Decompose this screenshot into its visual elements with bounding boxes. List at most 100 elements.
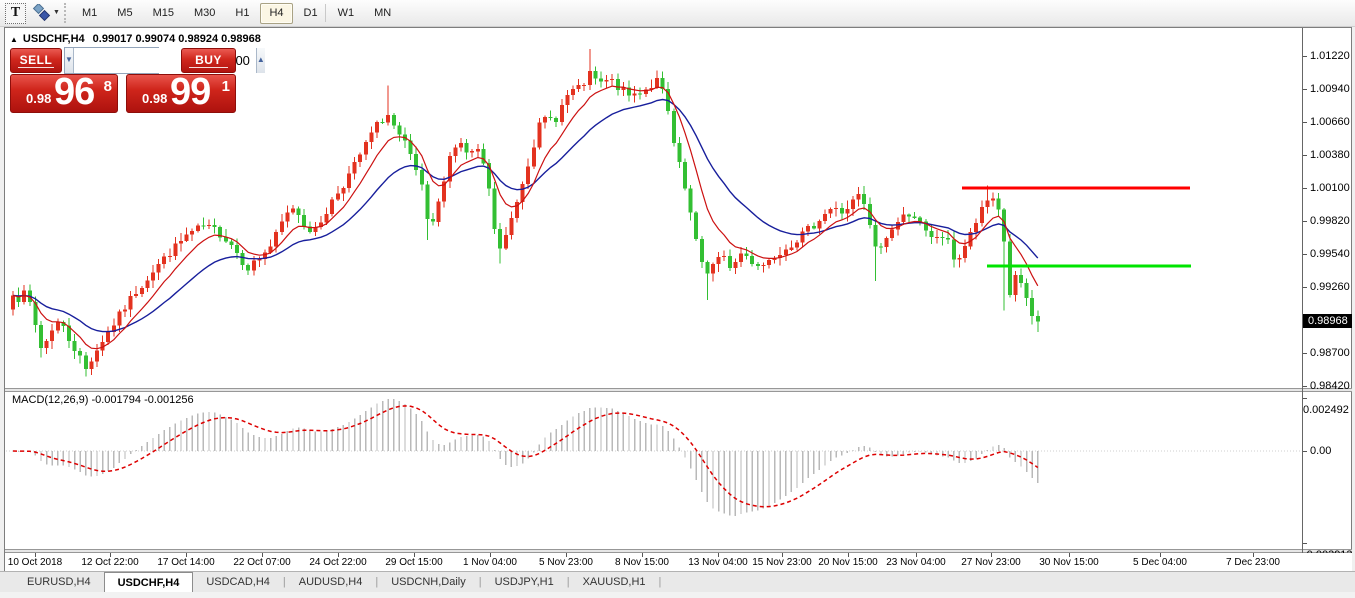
price-tick-label: 1.01220 [1303,50,1350,62]
time-tick [1253,553,1254,557]
time-tick-label: 29 Oct 15:00 [385,557,443,568]
time-tick [642,553,643,557]
timeframe-m15[interactable]: M15 [152,6,174,19]
time-tick [916,553,917,557]
price-tick-label: 0.99540 [1303,248,1350,260]
time-axis[interactable]: 10 Oct 2018 12 Oct 22:00 17 Oct 14:00 22 Oc… [5,553,1352,571]
time-tick-label: 5 Nov 23:00 [539,557,593,568]
tab-separator: | [658,576,662,588]
text-tool-icon[interactable]: T [5,3,26,24]
toolbar-grip[interactable] [64,3,69,23]
time-tick [848,553,849,557]
time-tick-label: 15 Nov 23:00 [752,557,812,568]
chart-tab-usdchf[interactable]: USDCHF,H4 [103,572,194,592]
timeframe-buttons: M1 M5 M15 M30 H1 H4 D1 W1 MN [72,2,401,24]
toolbar-separator [325,4,326,22]
buy-price-sup: 1 [221,78,230,95]
time-tick-label: 27 Nov 23:00 [961,557,1021,568]
pane-separator-bottom[interactable] [5,549,1352,553]
chart-tab-xauusd[interactable]: XAUUSD,H1 [582,576,646,588]
pane-separator-top[interactable] [5,388,1352,392]
time-tick-label: 23 Nov 04:00 [886,557,946,568]
volume-increase-icon[interactable]: ▲ [255,48,265,73]
time-tick [338,553,339,557]
macd-axis[interactable]: 0.002492 0.00 -0.003913 [1303,392,1353,561]
time-tick-label: 22 Oct 07:00 [233,557,291,568]
chart-tab-usdjpy[interactable]: USDJPY,H1 [494,576,554,588]
time-tick-label: 7 Dec 23:00 [1226,557,1280,568]
macd-tick-label: -0.003913 [1303,537,1353,561]
buy-price-prefix: 0.98 [142,91,168,106]
chart-tab-audusd[interactable]: AUDUSD,H4 [298,576,363,588]
timeframe-m5[interactable]: M5 [117,6,133,19]
timeframe-h4[interactable]: H4 [260,2,293,24]
chart-tab-usdcad[interactable]: USDCAD,H4 [206,576,270,588]
macd-tick-label: 0.00 [1303,445,1331,457]
time-tick [782,553,783,557]
sell-price-sup: 8 [103,78,112,95]
status-bar [0,592,1355,598]
price-tick-label: 1.00660 [1303,116,1350,128]
sell-button-label: SELL [19,53,53,67]
chart-symbol-period: USDCHF,H4 [22,33,85,45]
trade-panel: SELL ▼ ▲ BUY 0.98 96 8 0.98 99 1 [10,47,265,113]
price-tick-label: 0.99260 [1303,281,1350,293]
sell-price-box[interactable]: 0.98 96 8 [10,71,118,113]
toolbar: T ▼ M1 M5 M15 M30 H1 H4 D1 W1 MN [0,0,1355,27]
price-axis-border [1302,28,1303,553]
macd-tick-label: 0.002492 [1303,392,1353,416]
time-tick-label: 17 Oct 14:00 [157,557,215,568]
sell-button[interactable]: SELL [10,48,62,73]
macd-canvas[interactable] [6,392,1302,549]
price-axis[interactable]: 1.01220 1.00940 1.00660 1.00380 1.00100 0.998… [1303,28,1353,392]
time-tick-label: 5 Dec 04:00 [1133,557,1187,568]
chart-tab-usdcnh[interactable]: USDCNH,Daily [391,576,466,588]
time-tick [414,553,415,557]
time-tick [718,553,719,557]
sell-price-big: 96 [54,71,95,113]
buy-button-label: BUY [195,53,222,67]
buy-button[interactable]: BUY [181,48,236,73]
buy-price-box[interactable]: 0.98 99 1 [126,71,236,113]
main-chart-canvas[interactable] [6,28,1302,388]
time-tick [110,553,111,557]
timeframe-d1[interactable]: D1 [303,6,318,19]
diamonds-icon [32,2,51,22]
tab-separator: | [282,576,286,588]
timeframe-m1[interactable]: M1 [82,6,98,19]
time-tick [1069,553,1070,557]
objects-icon[interactable] [31,2,51,22]
collapse-arrow-icon[interactable]: ▲ [10,35,18,44]
price-tick-label: 1.00380 [1303,149,1350,161]
time-tick [186,553,187,557]
time-tick [490,553,491,557]
price-tick-label: 0.98420 [1303,380,1350,392]
timeframe-h1[interactable]: H1 [235,6,250,19]
chart-title: ▲ USDCHF,H4 0.99017 0.99074 0.98924 0.9896… [10,33,261,45]
price-tick-label: 1.00100 [1303,182,1350,194]
time-tick-label: 13 Nov 04:00 [688,557,748,568]
time-tick-label: 1 Nov 04:00 [463,557,517,568]
timeframe-m30[interactable]: M30 [193,6,216,19]
time-tick [35,553,36,557]
time-tick-label: 20 Nov 15:00 [818,557,878,568]
volume-decrease-icon[interactable]: ▼ [65,48,74,73]
time-tick-label: 24 Oct 22:00 [309,557,367,568]
time-tick-label: 12 Oct 22:00 [81,557,139,568]
macd-indicator-label: MACD(12,26,9) -0.001794 -0.001256 [12,394,194,406]
tab-separator: | [478,576,482,588]
sell-underline [18,67,54,68]
price-tick-label: 0.99820 [1303,215,1350,227]
objects-dropdown-icon[interactable]: ▼ [53,9,60,16]
price-tick-label: 0.98700 [1303,347,1350,359]
price-tick-label: 1.00940 [1303,83,1350,95]
time-tick [566,553,567,557]
chart-tab-bar: EURUSD,H4 USDCHF,H4 USDCAD,H4 | AUDUSD,H4 | US… [0,571,1355,592]
chart-tab-eurusd[interactable]: EURUSD,H4 [27,576,91,588]
timeframe-w1[interactable]: W1 [337,6,355,19]
buy-price-big: 99 [170,71,211,113]
tab-separator: | [375,576,379,588]
time-tick [1160,553,1161,557]
timeframe-mn[interactable]: MN [374,6,392,19]
